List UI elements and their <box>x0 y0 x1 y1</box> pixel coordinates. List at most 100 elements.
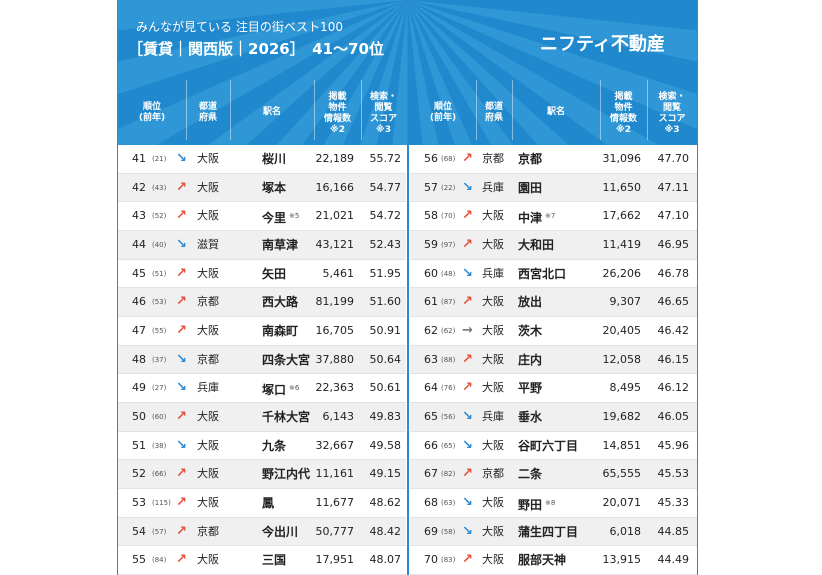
prefecture: 京都 <box>197 352 219 366</box>
rank: 56 <box>424 152 438 165</box>
prefecture: 大阪 <box>197 438 219 452</box>
note: ※5 <box>289 212 300 221</box>
previous-rank: (115) <box>152 499 171 507</box>
previous-rank: (55) <box>152 327 167 335</box>
station: 野田 ※8 <box>518 498 556 512</box>
column-header: 府県 <box>198 113 217 123</box>
trend-arrow: ↗ <box>462 380 473 396</box>
prefecture: 大阪 <box>482 553 504 567</box>
prefecture: 大阪 <box>482 524 504 538</box>
score: 45.53 <box>657 467 690 481</box>
rank: 46 <box>132 295 146 309</box>
column-header: ※2 <box>615 125 631 135</box>
station: 塚口 ※6 <box>262 383 300 398</box>
listing-count: 6,143 <box>322 410 355 423</box>
rank: 50 <box>132 410 146 423</box>
rank: 55 <box>132 553 146 567</box>
trend-arrow: ↗ <box>176 208 187 224</box>
trend-arrow: ↘ <box>176 351 187 367</box>
trend-arrow: ↗ <box>176 294 187 310</box>
trend-arrow: ↗ <box>462 208 473 224</box>
score: 47.11 <box>657 180 690 194</box>
listing-count: 13,915 <box>602 553 642 567</box>
station: 蒲生四丁目 <box>518 524 579 539</box>
listing-count: 43,121 <box>315 238 355 251</box>
prefecture: 大阪 <box>482 324 504 337</box>
previous-rank: (53) <box>152 298 167 307</box>
row-bg <box>118 288 406 317</box>
column-header: ※3 <box>664 125 680 135</box>
prefecture: 大阪 <box>197 553 219 567</box>
prefecture: 大阪 <box>197 266 219 280</box>
column-header: (前年) <box>138 113 166 123</box>
listing-count: 17,951 <box>315 553 355 567</box>
listing-count: 22,363 <box>315 381 355 395</box>
trend-arrow: ↗ <box>462 151 473 166</box>
column-header: 順位 <box>142 102 161 112</box>
rank: 60 <box>424 266 438 280</box>
trend-arrow: ↘ <box>462 265 473 281</box>
listing-count: 21,021 <box>315 209 355 223</box>
prefecture: 兵庫 <box>482 410 504 423</box>
station: 鳳 <box>262 496 275 510</box>
rank: 44 <box>132 238 146 251</box>
rank: 47 <box>132 324 146 337</box>
row-bg <box>410 546 697 575</box>
column-header: スコア <box>658 114 686 124</box>
column-header: 掲載 <box>328 92 347 102</box>
rank: 49 <box>132 381 146 395</box>
previous-rank: (52) <box>152 212 167 221</box>
header-divider <box>476 80 477 140</box>
row-bg <box>410 259 697 289</box>
score: 48.07 <box>369 553 402 567</box>
header-divider <box>230 80 231 140</box>
prefecture: 兵庫 <box>482 266 504 280</box>
listing-count: 11,161 <box>315 467 355 481</box>
previous-rank: (57) <box>152 527 167 536</box>
station: 塚本 <box>262 180 287 195</box>
listing-count: 11,677 <box>315 496 355 509</box>
rank: 43 <box>132 209 146 223</box>
column-header: 駅名 <box>262 107 281 117</box>
previous-rank: (66) <box>152 470 167 479</box>
listing-count: 9,307 <box>609 295 642 309</box>
previous-rank: (97) <box>441 241 456 249</box>
trend-arrow: ↘ <box>462 523 473 539</box>
prefecture: 大阪 <box>197 324 219 337</box>
row-bg <box>410 489 697 518</box>
station: 千林大宮 <box>262 410 311 424</box>
score: 46.15 <box>657 352 690 366</box>
station: 大和田 <box>518 238 555 252</box>
row-bg <box>410 460 697 489</box>
column-header: ※3 <box>375 125 391 135</box>
station: 矢田 <box>262 266 287 281</box>
rank: 41 <box>132 152 146 165</box>
previous-rank: (27) <box>152 384 167 393</box>
previous-rank: (43) <box>152 183 167 192</box>
score: 46.42 <box>657 324 690 337</box>
column-header: (前年) <box>429 113 457 123</box>
previous-rank: (51) <box>152 269 167 278</box>
trend-arrow: ↗ <box>176 466 187 482</box>
frame-right <box>697 0 698 575</box>
rank: 70 <box>424 553 438 567</box>
row-bg <box>410 288 697 317</box>
trend-arrow: ↗ <box>176 523 187 539</box>
column-header: 情報数 <box>323 114 351 124</box>
row-bg <box>410 202 697 231</box>
previous-rank: (48) <box>441 269 456 278</box>
score: 47.10 <box>657 209 690 223</box>
trend-arrow: ↗ <box>176 552 187 568</box>
score: 44.85 <box>657 524 690 538</box>
rank: 52 <box>132 467 146 481</box>
row-bg <box>410 517 697 547</box>
listing-count: 6,018 <box>609 524 642 538</box>
rank: 42 <box>132 180 146 194</box>
column-header: ※2 <box>329 125 345 135</box>
column-header: 府県 <box>484 113 503 123</box>
previous-rank: (40) <box>152 241 167 249</box>
prefecture: 大阪 <box>482 438 504 452</box>
score: 48.62 <box>369 496 402 509</box>
row-bg <box>410 431 697 461</box>
listing-count: 50,777 <box>315 524 355 538</box>
